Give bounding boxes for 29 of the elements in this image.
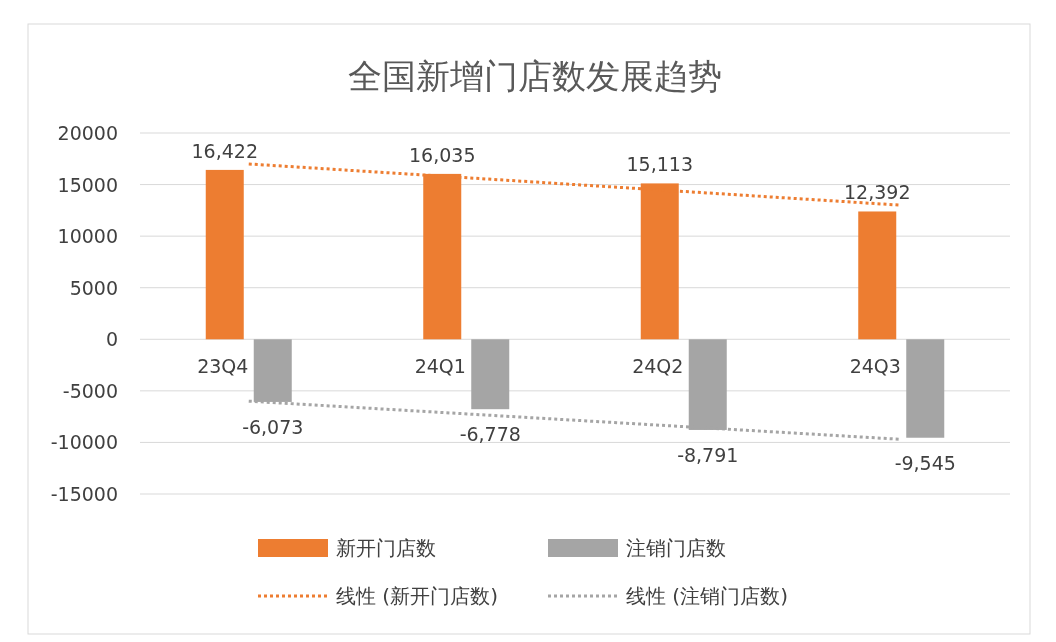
data-label: -6,073: [242, 415, 304, 438]
y-tick-label: 15000: [57, 173, 118, 196]
legend-label: 新开门店数: [336, 536, 436, 560]
legend-label: 线性 (新开门店数): [336, 584, 498, 608]
data-label: -6,778: [459, 423, 521, 446]
data-label: 15,113: [626, 153, 693, 176]
data-label: -8,791: [677, 443, 739, 466]
x-tick-label: 23Q4: [197, 355, 249, 378]
legend-label: 线性 (注销门店数): [626, 584, 788, 608]
y-tick-label: 20000: [57, 122, 118, 144]
data-label: 16,422: [191, 139, 258, 162]
data-label: 16,035: [409, 143, 476, 166]
y-tick-label: -10000: [50, 431, 118, 454]
data-label: -9,545: [894, 451, 956, 474]
y-tick-label: -15000: [50, 483, 118, 505]
chart-title: 全国新增门店数发展趋势: [348, 56, 722, 96]
x-tick-label: 24Q1: [414, 355, 466, 378]
bar: [471, 339, 510, 410]
x-tick-label: 24Q2: [632, 355, 684, 378]
legend-label: 注销门店数: [626, 536, 726, 560]
data-label: 12,392: [844, 181, 911, 204]
x-tick-label: 24Q3: [849, 355, 901, 378]
y-tick-label: 5000: [69, 276, 118, 299]
bar: [906, 339, 945, 438]
y-tick-label: 10000: [57, 225, 118, 248]
y-tick-label: 0: [105, 328, 118, 351]
bar: [205, 169, 244, 340]
bar: [858, 211, 897, 340]
y-tick-label: -5000: [62, 379, 118, 402]
